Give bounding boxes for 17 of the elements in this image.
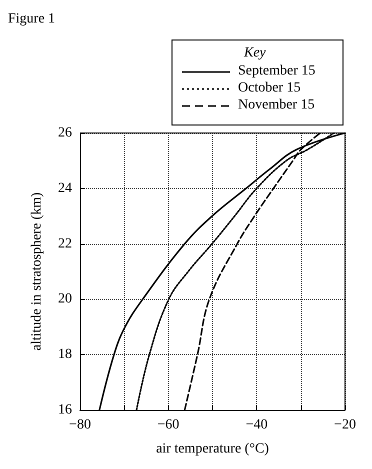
legend-label: September 15 xyxy=(238,64,316,78)
chart-title: Figure 1 xyxy=(8,12,56,26)
x-axis-title: air temperature (°C) xyxy=(156,442,270,456)
x-tick-label: −80 xyxy=(69,418,91,432)
legend-label: November 15 xyxy=(238,98,315,112)
y-tick-label: 18 xyxy=(58,347,72,362)
legend-label: October 15 xyxy=(238,80,301,96)
y-tick-label: 22 xyxy=(58,236,72,252)
y-axis-title: altitude in stratosphere (km) xyxy=(30,192,44,351)
y-tick-label: 16 xyxy=(58,402,72,418)
x-tick-label: −40 xyxy=(246,418,268,432)
y-tick-label: 24 xyxy=(58,180,72,196)
x-tick-label: −60 xyxy=(157,418,180,432)
legend-title: Key xyxy=(243,46,267,60)
y-tick-label: 20 xyxy=(58,292,72,307)
y-tick-label: 26 xyxy=(58,126,72,140)
x-tick-label: −20 xyxy=(334,418,356,432)
